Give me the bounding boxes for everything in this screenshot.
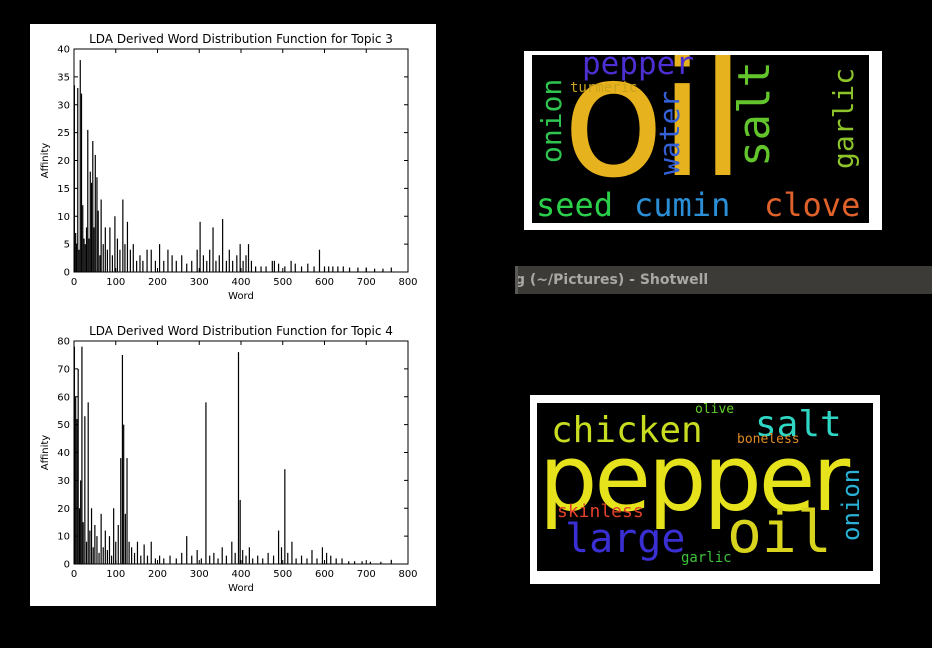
- topic-4-y-tick-label: 60: [57, 392, 70, 403]
- topic-4-x-tick-label: 0: [71, 569, 77, 580]
- title-bar-edge: [515, 266, 518, 294]
- topic-4-y-tick-label: 80: [57, 337, 70, 348]
- topic-4-y-tick-label: 40: [57, 448, 70, 459]
- topic-4-chart-title: LDA Derived Word Distribution Function f…: [89, 324, 393, 338]
- topic-4-x-tick-label: 600: [315, 569, 334, 580]
- cloud-word-pepper: pepper: [582, 55, 694, 82]
- wordcloud-topic-4: pepper chicken salt olive boneless skinl…: [537, 403, 873, 571]
- cloud-word-cumin: cumin: [634, 186, 731, 223]
- topic-3-x-tick-label: 500: [273, 277, 292, 288]
- topic-3-y-tick-label: 15: [57, 184, 70, 195]
- chart-svg: LDA Derived Word Distribution Function f…: [40, 32, 418, 594]
- cloud-word-chicken: chicken: [551, 410, 703, 451]
- cloud-word-onion: onion: [837, 468, 865, 541]
- topic-4-x-tick-label: 200: [148, 569, 167, 580]
- topic-3-x-tick-label: 300: [190, 277, 209, 288]
- topic-3-y-tick-label: 0: [64, 268, 70, 279]
- topic-4-y-tick-label: 50: [57, 420, 70, 431]
- topic-3-x-tick-label: 100: [106, 277, 125, 288]
- topic-4-y-tick-label: 20: [57, 504, 70, 515]
- chart-figure: LDA Derived Word Distribution Function f…: [30, 24, 436, 606]
- topic-3-y-tick-label: 35: [57, 72, 70, 83]
- topic-3-x-tick-label: 400: [231, 277, 250, 288]
- topic-3-y-axis-label: Affinity: [40, 143, 51, 179]
- topic-3-x-tick-label: 600: [315, 277, 334, 288]
- topic-4-y-tick-label: 10: [57, 532, 70, 543]
- topic-3-y-tick-label: 40: [57, 45, 70, 56]
- cloud-word-salt: salt: [729, 61, 780, 167]
- window-title: g (~/Pictures) - Shotwell: [515, 272, 709, 288]
- cloud-word-oil: oil: [727, 498, 832, 566]
- topic-3-y-tick-label: 5: [64, 240, 70, 251]
- topic-3-x-tick-label: 200: [148, 277, 167, 288]
- topic-3-plot-frame: [73, 48, 409, 273]
- cloud-word-salt: salt: [755, 404, 842, 445]
- topic-4-x-tick-label: 500: [273, 569, 292, 580]
- topic-3-y-tick-label: 20: [57, 156, 70, 167]
- topic-4-x-axis-label: Word: [228, 583, 254, 594]
- topic-3-chart-title: LDA Derived Word Distribution Function f…: [89, 32, 393, 46]
- topic-3-y-tick-label: 25: [57, 128, 70, 139]
- topic-4-x-tick-label: 100: [106, 569, 125, 580]
- cloud-word-clove: clove: [764, 186, 861, 223]
- topic-3-x-tick-label: 700: [357, 277, 376, 288]
- cloud-word-seed: seed: [536, 186, 614, 223]
- wordcloud-topic-3-frame: oil salt pepper water onion garlic turme…: [524, 51, 882, 230]
- cloud-word-oil: oil: [562, 55, 746, 215]
- topic-4-x-tick-label: 700: [357, 569, 376, 580]
- wordcloud-topic-3: oil salt pepper water onion garlic turme…: [532, 55, 869, 223]
- cloud-word-large: large: [565, 516, 686, 562]
- wordcloud-topic-4-frame: pepper chicken salt olive boneless skinl…: [530, 395, 880, 584]
- topic-4-x-tick-label: 800: [398, 569, 417, 580]
- topic-3-x-tick-label: 0: [71, 277, 77, 288]
- topic-4-y-axis-label: Affinity: [40, 435, 51, 471]
- cloud-word-olive: olive: [695, 403, 735, 417]
- topic-3-y-tick-label: 30: [57, 100, 70, 111]
- topic-4-x-tick-label: 400: [231, 569, 250, 580]
- cloud-word-pepper: pepper: [539, 425, 850, 532]
- topic-4-y-tick-label: 0: [64, 560, 70, 571]
- shotwell-title-bar[interactable]: g (~/Pictures) - Shotwell: [515, 266, 932, 294]
- cloud-word-onion: onion: [535, 78, 568, 163]
- cloud-word-water: water: [653, 90, 686, 175]
- cloud-word-garlic: garlic: [827, 67, 860, 169]
- cloud-word-garlic: garlic: [681, 550, 732, 566]
- topic-4-y-tick-label: 30: [57, 476, 70, 487]
- cloud-word-turmeric: turmeric: [570, 80, 638, 96]
- topic-4-y-tick-label: 70: [57, 364, 70, 375]
- topic-3-y-tick-label: 10: [57, 212, 70, 223]
- topic-3-x-axis-label: Word: [228, 291, 254, 302]
- topic-3-x-tick-label: 800: [398, 277, 417, 288]
- cloud-word-skinless: skinless: [557, 501, 644, 522]
- cloud-word-boneless: boneless: [737, 432, 800, 447]
- topic-4-x-tick-label: 300: [190, 569, 209, 580]
